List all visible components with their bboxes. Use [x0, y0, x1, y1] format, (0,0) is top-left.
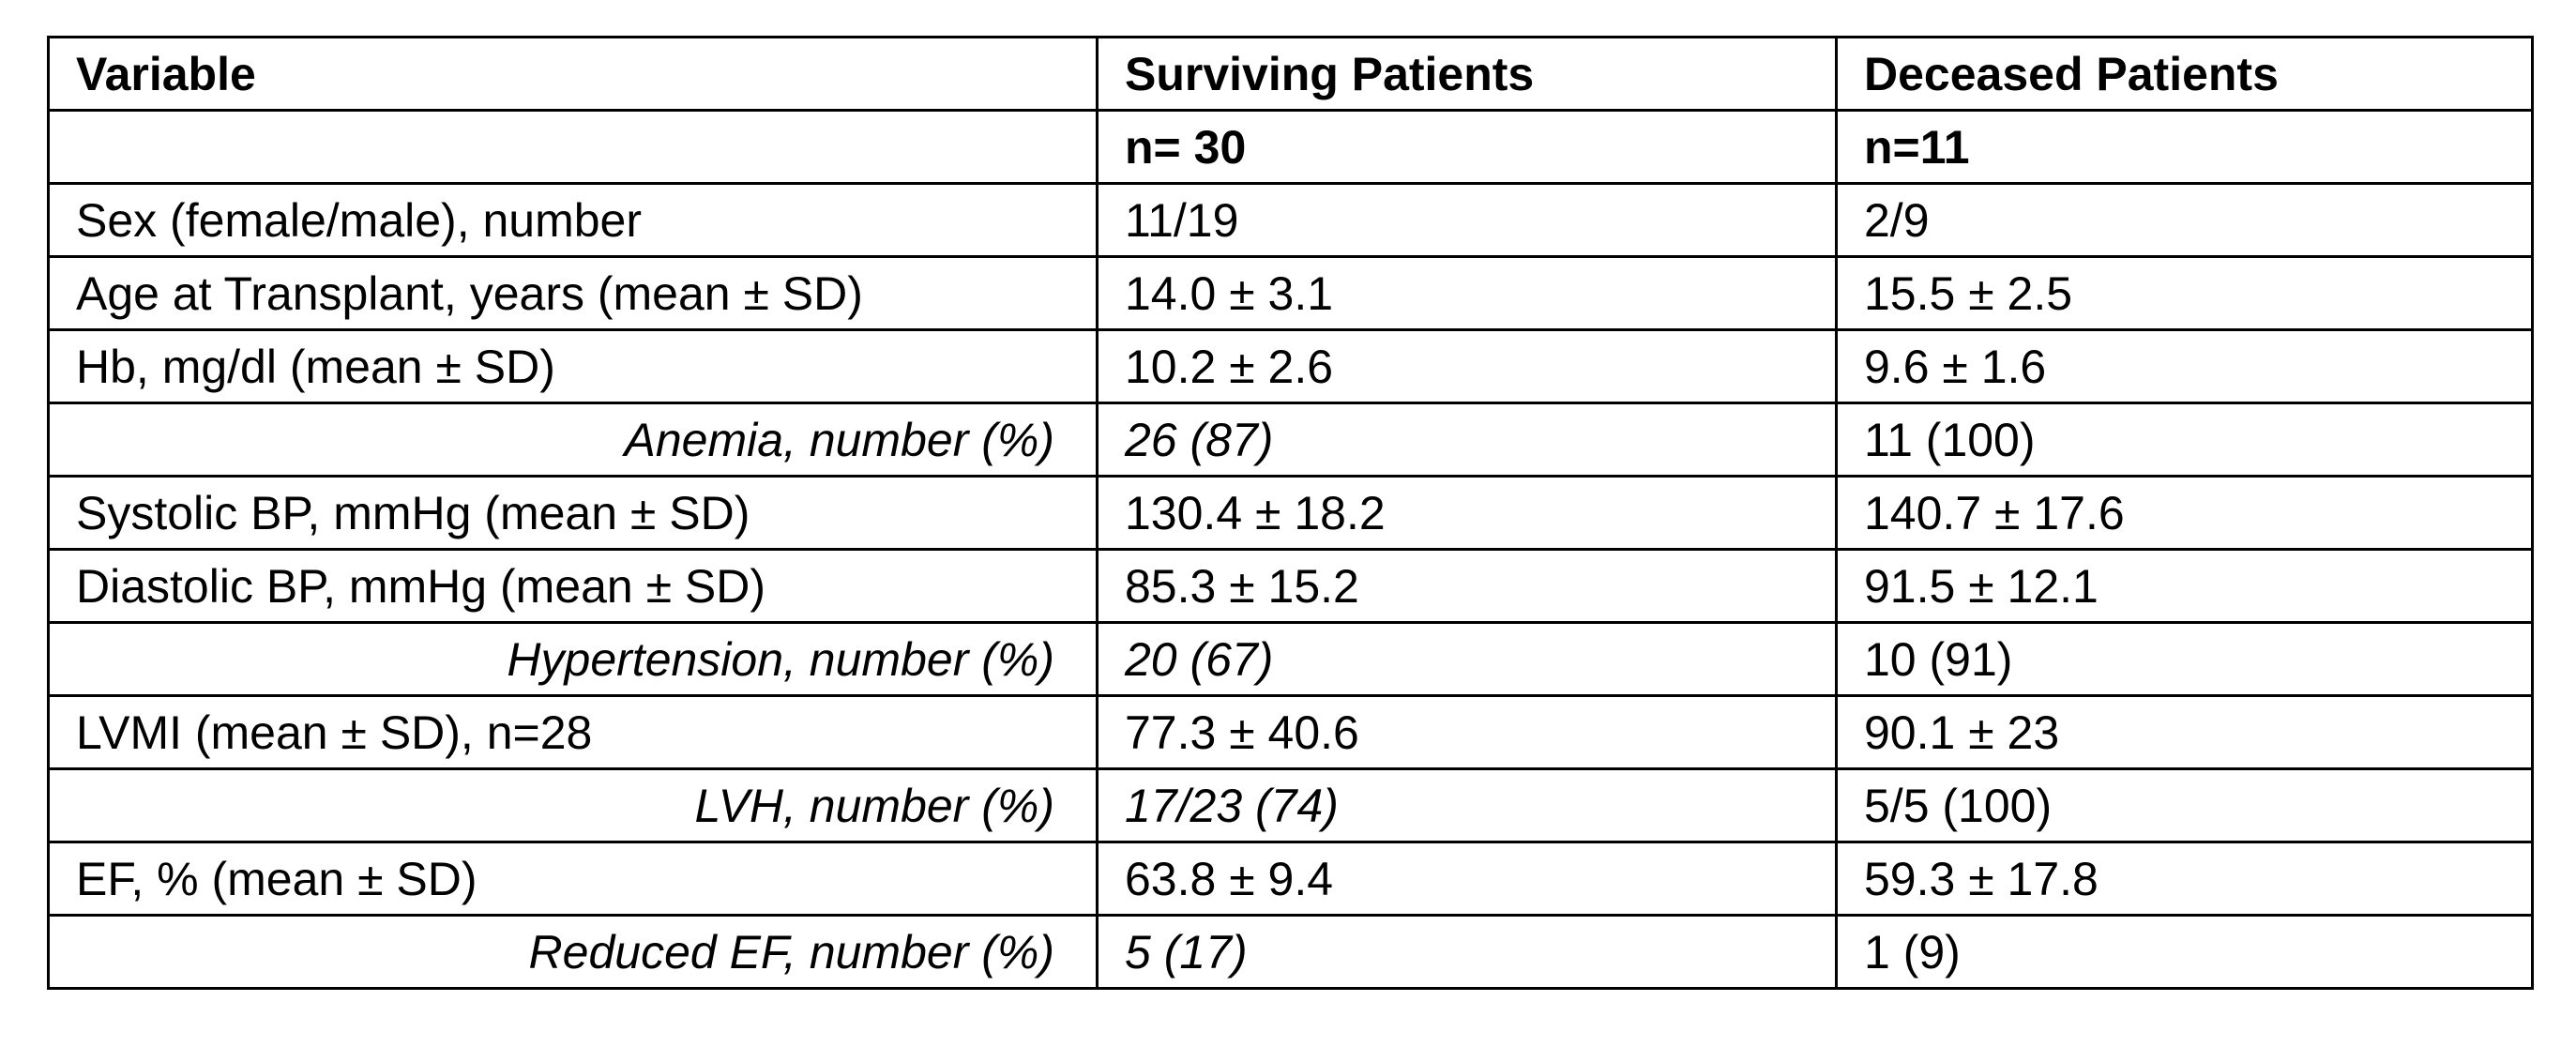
table-row: Diastolic BP, mmHg (mean ± SD) 85.3 ± 15.…	[47, 548, 2534, 624]
cell-variable: Anemia, number (%)	[47, 402, 1099, 478]
cell-variable: Systolic BP, mmHg (mean ± SD)	[47, 475, 1099, 551]
cell-deceased: 140.7 ± 17.6	[1835, 475, 2534, 551]
cell-surviving: 14.0 ± 3.1	[1096, 255, 1838, 331]
patient-characteristics-table: Variable Surviving Patients Deceased Pat…	[47, 36, 2534, 990]
cell-deceased: 10 (91)	[1835, 621, 2534, 697]
cell-surviving: 5 (17)	[1096, 914, 1838, 990]
table-row: LVH, number (%) 17/23 (74) 5/5 (100)	[47, 767, 2534, 843]
cell-variable: LVMI (mean ± SD), n=28	[47, 694, 1099, 770]
table-row: Anemia, number (%) 26 (87) 11 (100)	[47, 402, 2534, 478]
cell-deceased: 91.5 ± 12.1	[1835, 548, 2534, 624]
cell-deceased: 1 (9)	[1835, 914, 2534, 990]
cell-deceased: 15.5 ± 2.5	[1835, 255, 2534, 331]
patient-characteristics-table-container: Variable Surviving Patients Deceased Pat…	[47, 36, 2534, 990]
table-row: Age at Transplant, years (mean ± SD) 14.0…	[47, 255, 2534, 331]
cell-variable: Sex (female/male), number	[47, 182, 1099, 258]
table-subheader-row: n= 30 n=11	[47, 109, 2534, 185]
cell-surviving: 10.2 ± 2.6	[1096, 328, 1838, 404]
cell-surviving: 17/23 (74)	[1096, 767, 1838, 843]
cell-deceased: 2/9	[1835, 182, 2534, 258]
cell-deceased: 11 (100)	[1835, 402, 2534, 478]
cell-surviving: 85.3 ± 15.2	[1096, 548, 1838, 624]
cell-variable: LVH, number (%)	[47, 767, 1099, 843]
cell-deceased: 90.1 ± 23	[1835, 694, 2534, 770]
subheader-variable	[47, 109, 1099, 185]
header-variable: Variable	[47, 36, 1099, 112]
cell-deceased: 9.6 ± 1.6	[1835, 328, 2534, 404]
table-row: EF, % (mean ± SD) 63.8 ± 9.4 59.3 ± 17.8	[47, 841, 2534, 917]
table-row: Reduced EF, number (%) 5 (17) 1 (9)	[47, 914, 2534, 990]
header-deceased: Deceased Patients	[1835, 36, 2534, 112]
table-row: LVMI (mean ± SD), n=28 77.3 ± 40.6 90.1 ± …	[47, 694, 2534, 770]
table-row: Hypertension, number (%) 20 (67) 10 (91)	[47, 621, 2534, 697]
cell-variable: Reduced EF, number (%)	[47, 914, 1099, 990]
table-row: Systolic BP, mmHg (mean ± SD) 130.4 ± 18.…	[47, 475, 2534, 551]
cell-surviving: 26 (87)	[1096, 402, 1838, 478]
subheader-surviving-n: n= 30	[1096, 109, 1838, 185]
cell-surviving: 11/19	[1096, 182, 1838, 258]
cell-variable: Hb, mg/dl (mean ± SD)	[47, 328, 1099, 404]
cell-variable: Hypertension, number (%)	[47, 621, 1099, 697]
table-row: Sex (female/male), number 11/19 2/9	[47, 182, 2534, 258]
cell-surviving: 77.3 ± 40.6	[1096, 694, 1838, 770]
cell-surviving: 63.8 ± 9.4	[1096, 841, 1838, 917]
cell-surviving: 20 (67)	[1096, 621, 1838, 697]
table-row: Hb, mg/dl (mean ± SD) 10.2 ± 2.6 9.6 ± 1.6	[47, 328, 2534, 404]
subheader-deceased-n: n=11	[1835, 109, 2534, 185]
header-surviving: Surviving Patients	[1096, 36, 1838, 112]
cell-variable: Diastolic BP, mmHg (mean ± SD)	[47, 548, 1099, 624]
cell-deceased: 5/5 (100)	[1835, 767, 2534, 843]
table-header-row: Variable Surviving Patients Deceased Pat…	[47, 36, 2534, 112]
cell-variable: EF, % (mean ± SD)	[47, 841, 1099, 917]
cell-variable: Age at Transplant, years (mean ± SD)	[47, 255, 1099, 331]
cell-deceased: 59.3 ± 17.8	[1835, 841, 2534, 917]
table-body: Variable Surviving Patients Deceased Pat…	[47, 36, 2534, 990]
cell-surviving: 130.4 ± 18.2	[1096, 475, 1838, 551]
